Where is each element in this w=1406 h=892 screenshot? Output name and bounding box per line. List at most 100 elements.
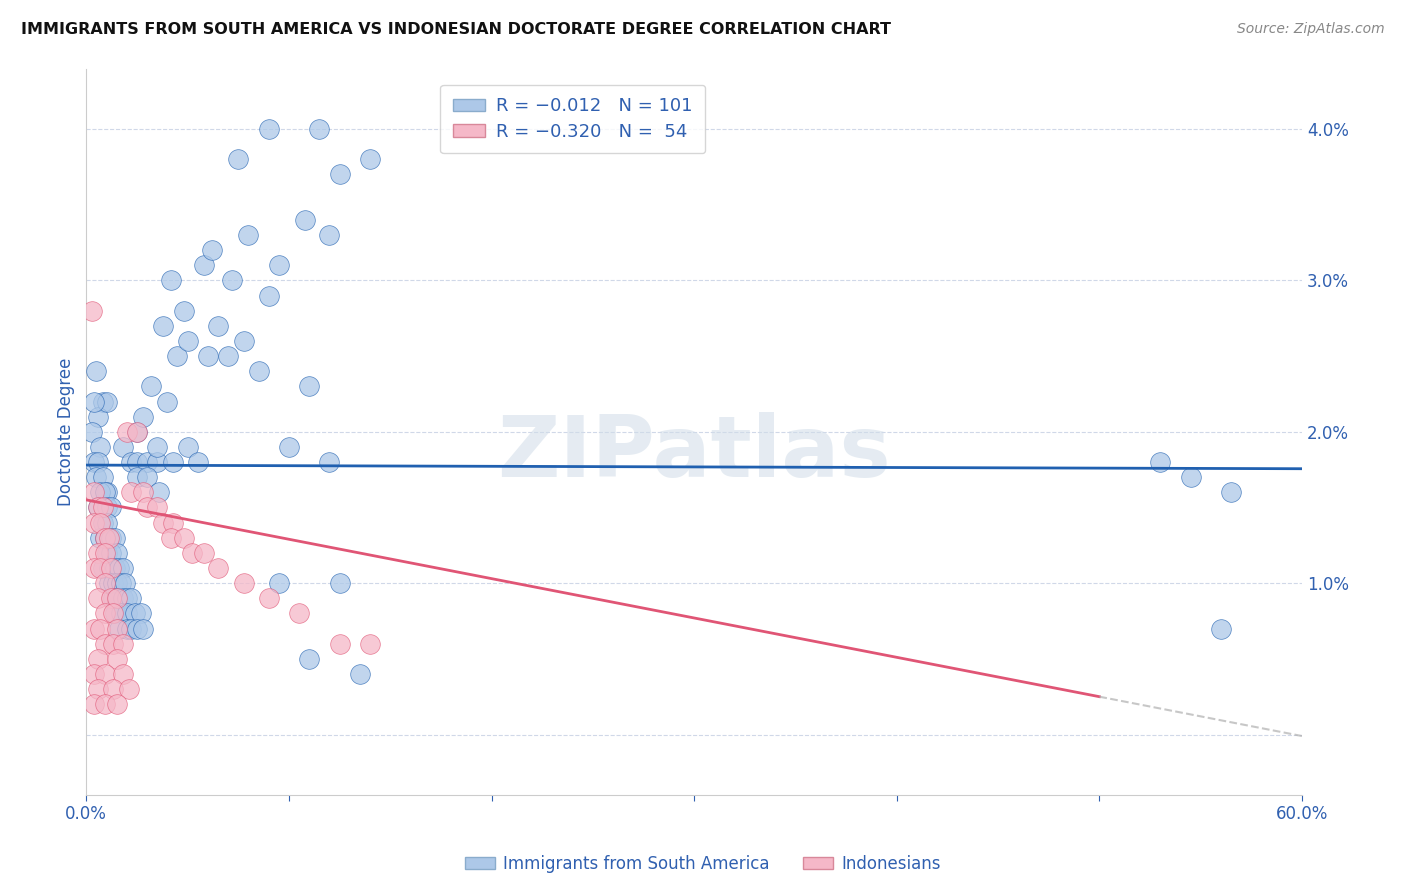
Point: [125, 425, 148, 439]
Point: [87, 500, 110, 515]
Point: [87, 455, 110, 469]
Point: [298, 379, 321, 393]
Point: [197, 349, 219, 363]
Point: [100, 591, 122, 606]
Point: [152, 516, 174, 530]
Point: [93, 546, 115, 560]
Point: [86, 470, 108, 484]
Point: [101, 637, 124, 651]
Point: [1209, 622, 1232, 636]
Point: [104, 531, 127, 545]
Point: [83, 698, 105, 712]
Point: [82, 303, 104, 318]
Point: [91, 394, 114, 409]
Point: [139, 379, 162, 393]
Point: [152, 318, 174, 333]
Point: [277, 440, 299, 454]
Legend: Immigrants from South America, Indonesians: Immigrants from South America, Indonesia…: [458, 848, 948, 880]
Point: [115, 425, 138, 439]
Point: [132, 485, 155, 500]
Point: [96, 546, 118, 560]
Point: [110, 607, 132, 621]
Point: [160, 531, 183, 545]
Point: [105, 652, 128, 666]
Point: [329, 168, 352, 182]
Point: [217, 349, 239, 363]
Point: [136, 500, 159, 515]
Point: [105, 546, 128, 560]
Point: [257, 591, 280, 606]
Point: [162, 455, 184, 469]
Point: [124, 607, 146, 621]
Point: [120, 622, 142, 636]
Point: [318, 227, 340, 242]
Point: [82, 425, 104, 439]
Point: [173, 303, 195, 318]
Point: [87, 682, 110, 697]
Point: [125, 622, 148, 636]
Point: [105, 576, 128, 591]
Point: [96, 516, 118, 530]
Point: [97, 531, 120, 545]
Point: [100, 561, 122, 575]
Point: [288, 607, 311, 621]
Point: [294, 213, 316, 227]
Point: [89, 531, 111, 545]
Point: [187, 455, 209, 469]
Point: [97, 561, 120, 575]
Point: [238, 227, 260, 242]
Point: [89, 485, 111, 500]
Point: [146, 440, 169, 454]
Point: [176, 334, 198, 348]
Point: [173, 531, 195, 545]
Point: [125, 470, 148, 484]
Text: IMMIGRANTS FROM SOUTH AMERICA VS INDONESIAN DOCTORATE DEGREE CORRELATION CHART: IMMIGRANTS FROM SOUTH AMERICA VS INDONES…: [21, 22, 891, 37]
Point: [132, 622, 155, 636]
Point: [107, 561, 129, 575]
Point: [93, 576, 115, 591]
Point: [156, 394, 179, 409]
Point: [83, 485, 105, 500]
Point: [83, 561, 105, 575]
Point: [329, 576, 352, 591]
Text: ZIPatlas: ZIPatlas: [498, 412, 891, 495]
Point: [359, 637, 381, 651]
Point: [107, 622, 129, 636]
Point: [115, 607, 138, 621]
Point: [308, 122, 330, 136]
Point: [89, 440, 111, 454]
Point: [233, 334, 256, 348]
Point: [207, 318, 229, 333]
Point: [118, 682, 141, 697]
Point: [87, 652, 110, 666]
Point: [105, 591, 128, 606]
Point: [193, 546, 215, 560]
Point: [298, 652, 321, 666]
Point: [160, 273, 183, 287]
Y-axis label: Doctorate Degree: Doctorate Degree: [58, 358, 75, 506]
Point: [93, 531, 115, 545]
Point: [89, 622, 111, 636]
Point: [201, 243, 224, 257]
Point: [120, 455, 142, 469]
Point: [359, 153, 381, 167]
Point: [87, 409, 110, 424]
Point: [349, 667, 371, 681]
Point: [132, 409, 155, 424]
Point: [101, 682, 124, 697]
Point: [87, 500, 110, 515]
Text: Source: ZipAtlas.com: Source: ZipAtlas.com: [1237, 22, 1385, 37]
Point: [129, 607, 152, 621]
Point: [1220, 485, 1243, 500]
Point: [146, 455, 169, 469]
Point: [104, 561, 127, 575]
Point: [104, 607, 127, 621]
Point: [100, 500, 122, 515]
Point: [111, 637, 134, 651]
Point: [93, 698, 115, 712]
Point: [111, 591, 134, 606]
Point: [257, 288, 280, 302]
Point: [93, 637, 115, 651]
Point: [105, 591, 128, 606]
Point: [111, 440, 134, 454]
